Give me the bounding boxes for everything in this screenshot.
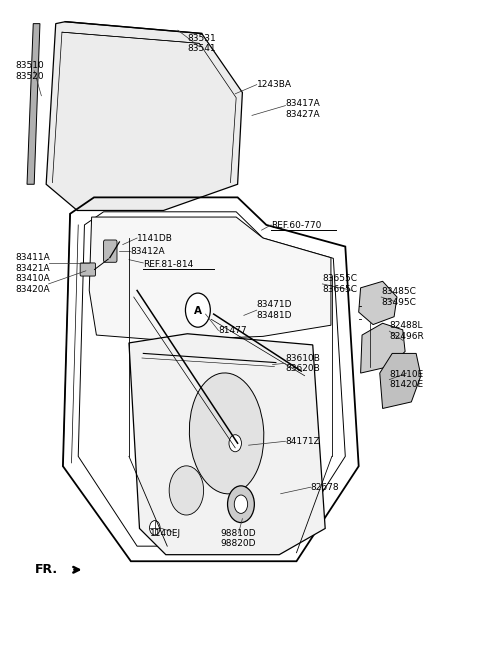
Polygon shape [360, 323, 405, 373]
Circle shape [229, 435, 241, 452]
Ellipse shape [189, 373, 264, 494]
Polygon shape [359, 281, 397, 325]
Circle shape [185, 293, 210, 327]
Text: A: A [194, 306, 202, 317]
Text: 83531
83541: 83531 83541 [187, 34, 216, 53]
Text: 82678: 82678 [311, 483, 339, 491]
Text: 83655C
83665C: 83655C 83665C [323, 274, 357, 294]
Text: FR.: FR. [35, 563, 58, 576]
Text: 1243BA: 1243BA [257, 80, 292, 89]
Text: 83485C
83495C: 83485C 83495C [381, 287, 416, 307]
Text: 83471D
83481D: 83471D 83481D [257, 300, 292, 320]
Text: 83411A
83421A: 83411A 83421A [15, 253, 50, 273]
Circle shape [234, 495, 248, 513]
Text: 98810D
98820D: 98810D 98820D [221, 529, 256, 548]
Ellipse shape [169, 466, 204, 515]
Text: 1141DB: 1141DB [137, 233, 173, 242]
Polygon shape [129, 334, 325, 555]
Circle shape [228, 486, 254, 522]
Polygon shape [46, 22, 242, 210]
FancyBboxPatch shape [104, 240, 117, 262]
Text: 83410A
83420A: 83410A 83420A [15, 274, 50, 294]
Text: 81477: 81477 [218, 326, 247, 335]
Text: 84171Z: 84171Z [286, 437, 320, 445]
Text: 83412A: 83412A [130, 246, 165, 256]
Text: 81410E
81420E: 81410E 81420E [389, 370, 423, 390]
Polygon shape [380, 353, 421, 409]
Circle shape [150, 520, 160, 535]
Text: 83510
83520: 83510 83520 [15, 61, 44, 81]
Polygon shape [89, 217, 331, 340]
Text: REF.60-770: REF.60-770 [271, 221, 322, 230]
Text: 1140EJ: 1140EJ [150, 528, 181, 537]
Text: 83417A
83427A: 83417A 83427A [286, 99, 320, 118]
Text: 83610B
83620B: 83610B 83620B [286, 353, 320, 373]
FancyBboxPatch shape [80, 263, 96, 276]
Text: 82488L
82496R: 82488L 82496R [389, 321, 424, 341]
Polygon shape [27, 24, 40, 184]
Text: REF.81-814: REF.81-814 [144, 260, 193, 269]
